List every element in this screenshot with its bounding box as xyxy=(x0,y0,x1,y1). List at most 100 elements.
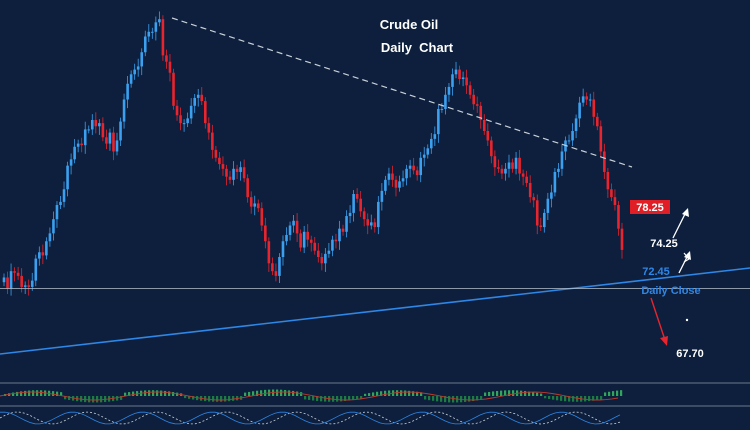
macd-bar xyxy=(20,391,23,396)
candle-body xyxy=(45,241,48,256)
candle-body xyxy=(401,178,405,182)
candle-body xyxy=(380,190,384,202)
candle-body xyxy=(355,194,359,199)
candle-body xyxy=(610,189,613,198)
candle-body xyxy=(408,165,412,169)
candle-body xyxy=(394,179,398,188)
macd-bar xyxy=(416,391,419,396)
macd-bar xyxy=(92,396,95,403)
macd-bar xyxy=(436,396,439,402)
macd-bar xyxy=(216,396,219,402)
candle-body xyxy=(133,69,136,75)
candle-body xyxy=(52,219,55,234)
candle-body xyxy=(80,143,83,146)
macd-bar xyxy=(56,391,59,396)
candle-body xyxy=(309,239,313,243)
macd-bar xyxy=(448,396,451,403)
macd-bar xyxy=(500,390,503,396)
candle-body xyxy=(405,168,408,179)
macd-bar xyxy=(584,396,587,402)
macd-bar xyxy=(52,391,55,396)
candle-body xyxy=(366,219,370,226)
candle-body xyxy=(571,131,574,141)
macd-bar xyxy=(132,391,135,396)
macd-bar xyxy=(288,390,291,396)
mid-price-label: 74.25 xyxy=(650,238,678,250)
macd-bar xyxy=(300,392,303,396)
candle-body xyxy=(228,176,232,180)
candle-body xyxy=(105,137,108,144)
candle-body xyxy=(578,102,581,119)
macd-bar xyxy=(256,390,259,396)
candle-body xyxy=(454,69,458,75)
candle-body xyxy=(34,258,38,281)
candle-body xyxy=(62,189,66,202)
macd-bar xyxy=(360,396,363,399)
macd-bar xyxy=(224,396,227,402)
macd-bar xyxy=(324,396,327,402)
macd-bar xyxy=(556,396,559,401)
target-price-label: 67.70 xyxy=(676,348,704,360)
macd-bar xyxy=(248,391,251,396)
candle-body xyxy=(48,233,52,242)
macd-bar xyxy=(232,396,235,401)
resistance-price-box xyxy=(630,200,670,214)
candle-body xyxy=(281,241,285,257)
macd-bar xyxy=(376,391,379,396)
candle-body xyxy=(412,165,415,171)
candle-body xyxy=(260,208,264,226)
candle-body xyxy=(599,126,603,152)
macd-bar xyxy=(592,396,595,401)
macd-bar xyxy=(24,390,27,396)
macd-bar xyxy=(404,390,407,396)
candle-body xyxy=(264,225,267,242)
macd-bar xyxy=(252,391,255,396)
macd-bar xyxy=(564,396,567,402)
candle-body xyxy=(196,94,200,98)
candle-body xyxy=(458,69,461,80)
close-price-label: 72.45 xyxy=(642,266,670,278)
candle-body xyxy=(613,197,617,206)
candle-body xyxy=(59,201,62,206)
macd-bar xyxy=(396,390,399,396)
candle-body xyxy=(514,157,518,169)
candle-body xyxy=(560,151,564,169)
macd-bar xyxy=(388,390,391,396)
candle-body xyxy=(592,99,596,117)
macd-bar xyxy=(408,390,411,396)
macd-bar xyxy=(544,396,547,399)
macd-bar xyxy=(484,392,487,396)
close-text-label: Daily Close xyxy=(641,285,700,297)
macd-bar xyxy=(352,396,355,400)
candle-body xyxy=(112,132,115,152)
macd-bar xyxy=(368,393,371,396)
candle-body xyxy=(338,228,341,242)
macd-bar xyxy=(188,396,191,399)
resistance-price-label: 78.25 xyxy=(636,202,664,214)
macd-bar xyxy=(88,396,91,403)
candle-body xyxy=(437,108,440,135)
candle-body xyxy=(211,132,214,150)
up-arrow-lower xyxy=(678,251,691,274)
macd-bar xyxy=(152,390,155,396)
candle-body xyxy=(161,19,165,56)
macd-bar xyxy=(168,391,171,396)
candle-body xyxy=(249,197,253,207)
candle-body xyxy=(87,129,91,131)
macd-bar xyxy=(284,389,287,396)
macd-bar xyxy=(100,396,103,403)
candle-body xyxy=(447,86,451,95)
macd-bar xyxy=(304,396,307,400)
macd-bar xyxy=(296,391,299,396)
macd-bar xyxy=(480,396,483,400)
chart-title: Crude Oil xyxy=(380,17,439,32)
macd-bar xyxy=(520,390,523,396)
candle-body xyxy=(214,149,218,158)
candle-body xyxy=(465,77,468,86)
macd-bar xyxy=(540,393,543,396)
macd-bar xyxy=(588,396,591,402)
macd-bar xyxy=(144,390,147,396)
macd-bar xyxy=(156,390,159,396)
macd-bar xyxy=(464,396,467,402)
candle-body xyxy=(518,157,521,174)
